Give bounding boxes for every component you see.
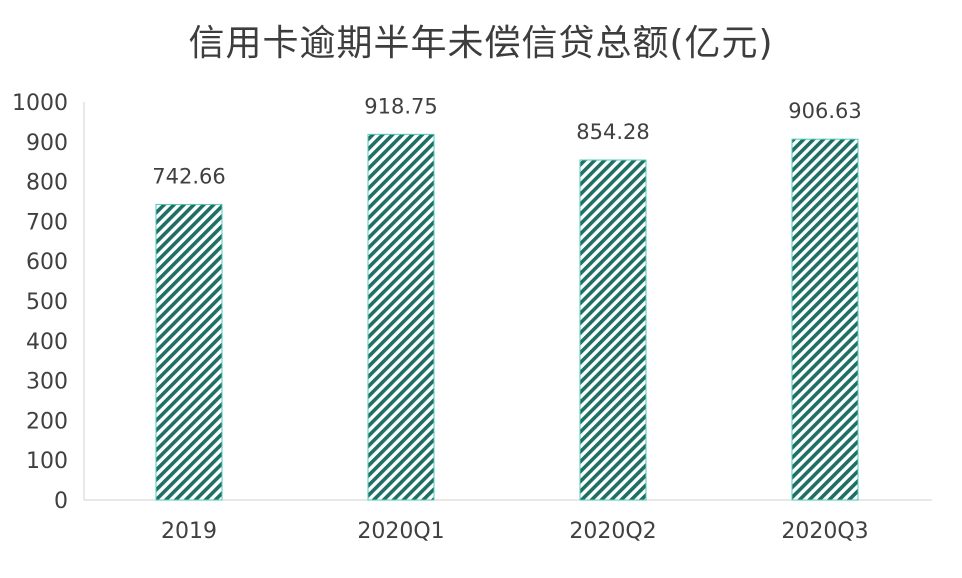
bar <box>579 159 647 501</box>
data-label: 854.28 <box>576 120 649 144</box>
y-tick-label: 400 <box>26 330 68 355</box>
y-tick-label: 1000 <box>12 91 68 116</box>
data-label: 906.63 <box>788 99 861 123</box>
y-tick-label: 100 <box>26 449 68 474</box>
x-tick-label: 2020Q2 <box>569 519 656 544</box>
y-tick-label: 200 <box>26 409 68 434</box>
axis-layer: 0 100 200 300 400 500 600 700 800 900 1000 <box>12 91 932 514</box>
y-tick-label: 0 <box>54 489 68 514</box>
y-tick-label: 900 <box>26 131 68 156</box>
x-tick-label: 2020Q3 <box>781 519 868 544</box>
bar <box>367 133 435 501</box>
bar <box>791 138 859 501</box>
y-tick-label: 500 <box>26 290 68 315</box>
bars-layer <box>155 133 859 501</box>
x-tick-label: 2019 <box>161 519 217 544</box>
labels-layer: 742.66 2019 918.75 2020Q1 854.28 2020Q2 906.63… <box>152 94 868 544</box>
data-label: 918.75 <box>364 94 437 118</box>
data-label: 742.66 <box>152 164 225 188</box>
chart-title: 信用卡逾期半年未偿信贷总额(亿元) <box>188 23 774 64</box>
y-tick-label: 700 <box>26 210 68 235</box>
y-tick-label: 600 <box>26 250 68 275</box>
bar <box>155 203 223 501</box>
y-tick-label: 800 <box>26 171 68 196</box>
x-tick-label: 2020Q1 <box>357 519 444 544</box>
y-tick-label: 300 <box>26 370 68 395</box>
